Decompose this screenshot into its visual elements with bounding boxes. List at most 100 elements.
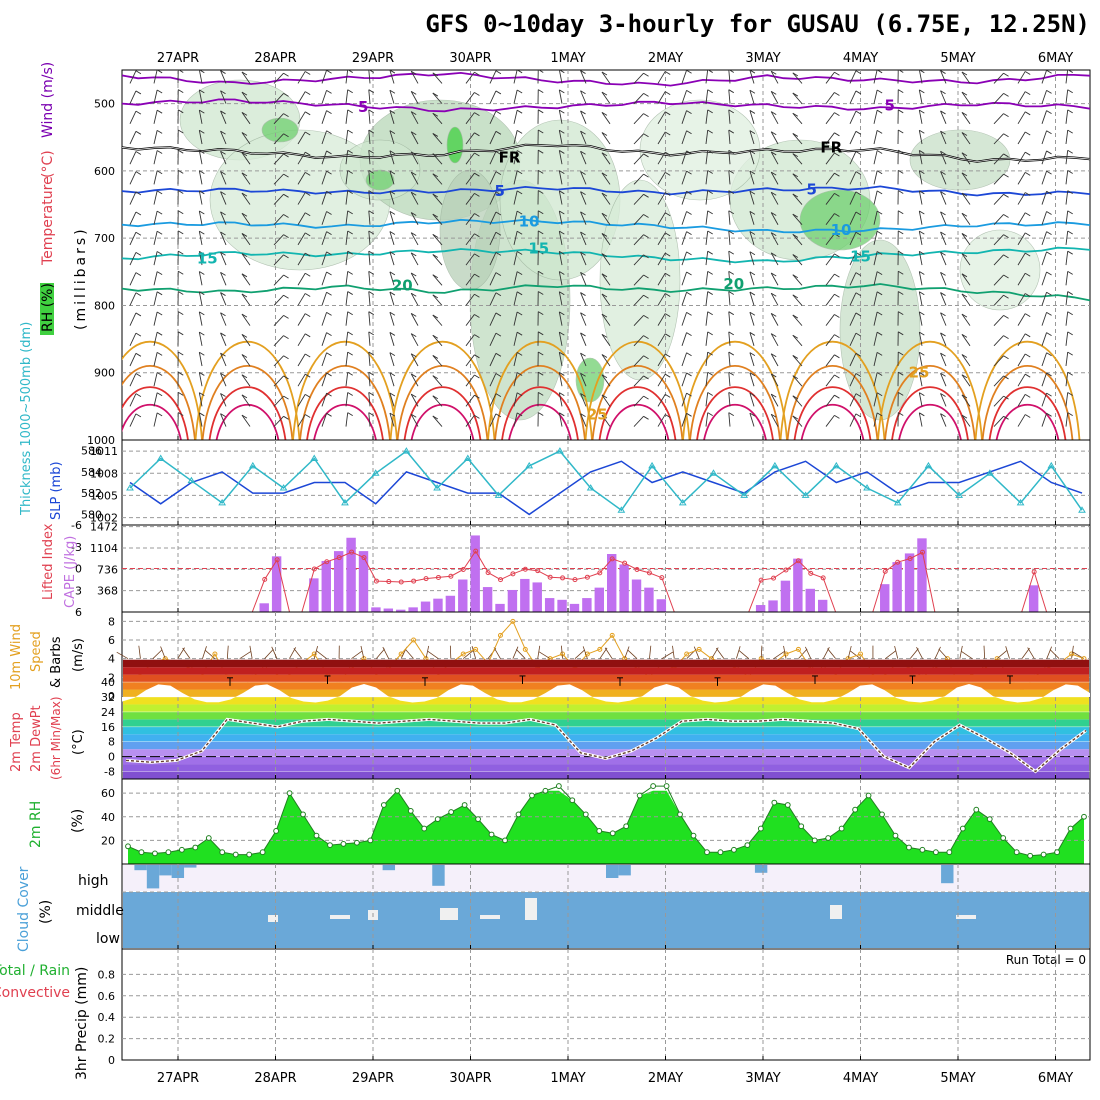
wind-tick: 4 xyxy=(108,653,115,666)
wind-barb xyxy=(749,352,755,367)
wind-barb xyxy=(198,372,203,387)
bl-contour xyxy=(410,403,475,440)
rh-blob xyxy=(639,99,761,201)
wind-barb xyxy=(432,234,443,246)
wind-barbs xyxy=(129,70,1073,427)
wind-barb-flag xyxy=(283,153,289,158)
wind-barb xyxy=(749,251,755,266)
temp-band xyxy=(123,749,1089,757)
wind-barb-flag xyxy=(326,372,332,377)
wind-barb-flag xyxy=(495,272,502,276)
wind-barb xyxy=(321,271,327,286)
wind-barb xyxy=(465,92,475,104)
wind-barb xyxy=(297,273,306,286)
li-marker xyxy=(311,566,317,572)
wind10m-barb xyxy=(983,645,986,659)
wind-barb-flag xyxy=(1003,93,1009,97)
li-marker xyxy=(324,559,330,565)
date-label-top: 1MAY xyxy=(550,51,585,66)
wind-barb-flag xyxy=(919,311,925,316)
wind-barb-flag xyxy=(707,412,713,417)
cape-bar xyxy=(557,599,567,612)
wind-barb xyxy=(705,372,709,387)
wind-barb-flag xyxy=(961,313,968,318)
wind10m-barb xyxy=(1049,649,1060,659)
rh-blob xyxy=(446,126,464,164)
wind-barb-flag xyxy=(834,71,840,76)
wind10m-barb xyxy=(462,650,474,659)
rh-marker xyxy=(313,832,320,839)
wind-barb xyxy=(633,375,644,387)
wind-barb xyxy=(465,193,475,205)
wind-barb xyxy=(465,253,475,266)
wind-barb xyxy=(633,153,644,165)
wind-barb xyxy=(728,170,731,185)
wind-barb xyxy=(1017,273,1026,286)
wind-barb-flag xyxy=(643,72,649,77)
wind-barb-flag xyxy=(728,70,735,73)
wind-barb-flag xyxy=(199,372,205,376)
wind10m-barb xyxy=(515,649,526,659)
rh-fill xyxy=(128,790,1084,864)
slp-marker xyxy=(156,454,165,461)
cape-bar xyxy=(321,560,331,612)
date-label-top: 2MAY xyxy=(648,51,683,66)
wind-barb xyxy=(728,130,731,145)
wind-barb xyxy=(825,112,835,125)
date-label-top: 28APR xyxy=(254,51,296,66)
wind-barb-flag xyxy=(432,415,439,420)
rh-marker xyxy=(731,846,737,853)
cape-bar xyxy=(520,578,530,612)
wind-barb xyxy=(770,292,779,306)
wind-barb-flag xyxy=(283,395,289,400)
wind-barb-flag xyxy=(516,392,523,397)
wind-barb xyxy=(633,193,644,205)
wind-barb xyxy=(297,414,306,427)
wind-barb-flag xyxy=(559,170,565,175)
wind-barb-flag xyxy=(792,334,799,339)
wind-barb-flag xyxy=(538,210,544,215)
slp-tick: 1008 xyxy=(90,467,118,480)
wind-barb-flag xyxy=(686,332,692,336)
rh-marker xyxy=(300,811,306,818)
wind-barb xyxy=(241,213,251,225)
wind-barb xyxy=(220,171,227,185)
wind-barb xyxy=(918,231,923,245)
cloud-gap xyxy=(330,915,350,919)
wind-barb-flag xyxy=(898,311,904,316)
rh-marker xyxy=(555,783,562,789)
wind-barb-flag xyxy=(474,394,480,399)
wind-barb xyxy=(432,375,443,387)
wind-barb-flag xyxy=(834,293,840,298)
wind-barb xyxy=(825,193,835,205)
wind-barb xyxy=(241,273,251,286)
wind-barb-flag xyxy=(792,274,799,279)
wind-barb xyxy=(792,355,803,367)
wind-barb xyxy=(513,210,518,225)
wind-barb-flag xyxy=(686,90,692,94)
wind-barb-flag xyxy=(707,109,713,114)
wind-barb xyxy=(580,231,587,246)
wind-barb-flag xyxy=(601,273,608,278)
wind-barb-flag xyxy=(495,231,502,236)
wind-barb xyxy=(220,70,227,84)
cloud-high-bar xyxy=(618,865,631,876)
wind10m-barb xyxy=(561,645,563,659)
wind-barb xyxy=(410,232,419,246)
wind-barb xyxy=(368,210,371,225)
wind-barb-flag xyxy=(580,393,586,397)
wind-barb xyxy=(1065,210,1069,225)
slp-line xyxy=(129,450,1083,512)
wind-barb xyxy=(849,272,857,286)
wind-barb-flag xyxy=(686,130,692,135)
wind-barb xyxy=(297,131,306,145)
rh-tick: 60 xyxy=(101,787,115,800)
wind-barb-flag xyxy=(241,253,248,258)
wind-barb xyxy=(465,334,475,347)
bl-contour xyxy=(988,386,1067,440)
bl-contour xyxy=(306,386,384,440)
wind-barb-flag xyxy=(495,393,502,398)
wind-barb-flag xyxy=(664,313,671,318)
wind-barb xyxy=(681,372,687,387)
wind-barb xyxy=(918,352,923,367)
